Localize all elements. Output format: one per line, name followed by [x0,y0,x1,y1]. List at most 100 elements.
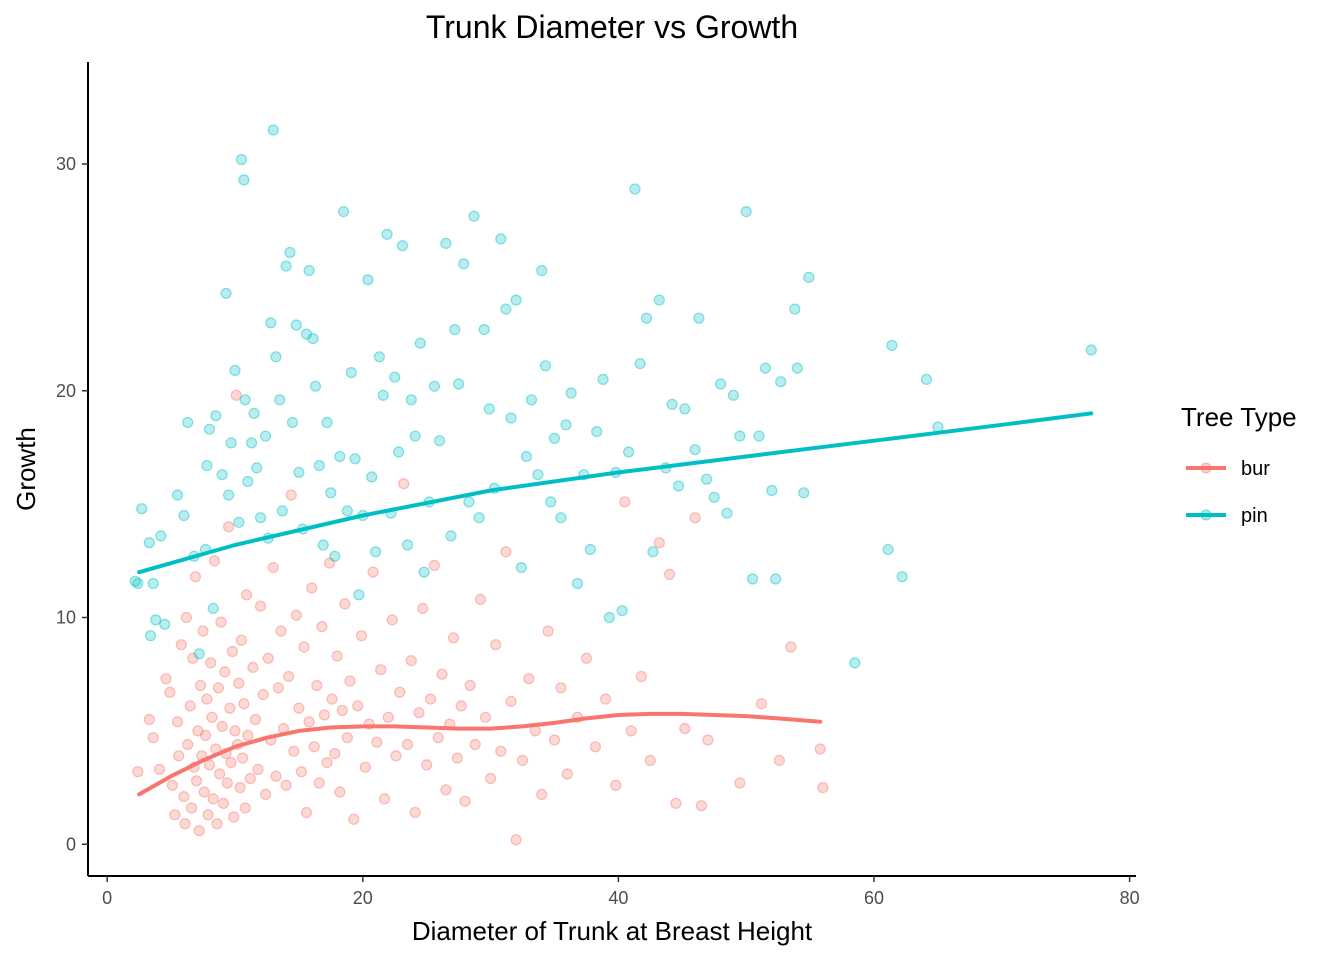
point-bur-81 [295,766,307,778]
point-pin-93 [505,412,517,424]
point-pin-30 [248,407,260,419]
legend-key-point-bur [1200,462,1212,474]
point-bur-23 [194,679,207,692]
point-pin-149 [1085,344,1097,356]
point-bur-124 [436,668,448,680]
point-bur-87 [311,679,323,692]
point-pin-54 [329,550,341,562]
point-bur-101 [348,813,360,825]
point-bur-89 [316,620,328,633]
point-pin-70 [393,446,405,458]
point-pin-62 [362,274,374,286]
point-bur-118 [413,707,425,719]
point-pin-109 [591,426,603,438]
point-pin-52 [321,416,333,429]
point-bur-169 [814,743,826,755]
point-pin-78 [428,380,440,392]
point-bur-36 [211,818,223,830]
legend-entry-bur: bur [1186,458,1270,480]
y-ticks: 0 10 20 30 [56,154,88,854]
point-bur-159 [663,568,676,581]
point-bur-28 [201,693,213,705]
point-bur-25 [197,625,209,637]
point-bur-30 [203,759,215,771]
y-tick-label-0: 0 [66,834,76,854]
point-pin-144 [882,543,894,556]
point-pin-60 [353,589,365,601]
point-pin-39 [276,505,288,517]
point-pin-2 [136,503,148,515]
point-bur-112 [390,750,402,762]
point-bur-5 [164,686,176,698]
point-bur-168 [785,641,797,653]
point-bur-17 [187,652,199,664]
point-pin-50 [313,460,325,472]
y-tick-label-30: 30 [56,154,76,174]
point-pin-100 [539,360,552,372]
point-bur-21 [192,725,204,737]
point-bur-31 [205,657,217,669]
point-pin-73 [405,394,417,406]
point-pin-67 [381,228,393,240]
point-bur-86 [308,741,320,753]
point-pin-31 [251,462,263,474]
point-pin-53 [325,487,337,499]
point-bur-152 [599,693,612,705]
point-bur-132 [469,738,481,751]
point-pin-29 [246,437,258,449]
y-tick-label-10: 10 [56,608,76,628]
legend-label-bur: bur [1241,458,1270,480]
point-bur-42 [219,666,231,678]
point-bur-97 [336,704,348,717]
point-pin-27 [239,394,251,406]
point-bur-100 [344,675,356,687]
point-bur-15 [184,700,196,712]
point-pin-7 [155,530,167,542]
point-pin-140 [791,362,803,374]
point-pin-44 [293,466,305,478]
point-bur-92 [324,557,336,569]
point-bur-39 [215,616,227,628]
point-pin-89 [483,403,495,415]
point-bur-0 [132,766,144,778]
point-pin-105 [565,387,577,399]
point-bur-147 [555,682,567,694]
point-bur-41 [217,797,230,810]
point-bur-48 [226,645,238,658]
point-bur-94 [329,747,341,760]
point-pin-134 [753,430,765,442]
point-bur-155 [625,725,637,737]
point-pin-79 [433,435,446,447]
point-pin-103 [555,512,567,524]
point-bur-78 [288,745,300,757]
point-pin-1 [132,577,144,590]
point-bur-14 [182,738,194,751]
point-bur-133 [474,593,486,606]
point-pin-5 [147,577,159,590]
point-pin-72 [401,539,414,551]
point-bur-82 [298,641,310,653]
point-pin-6 [150,614,162,626]
x-tick-label-40: 40 [608,888,628,908]
point-pin-21 [223,489,235,501]
point-bur-88 [313,777,325,789]
point-pin-130 [727,389,740,401]
point-pin-143 [849,657,861,669]
point-bur-103 [355,630,368,642]
point-bur-80 [293,702,305,714]
point-bur-54 [234,781,246,794]
legend-entry-pin: pin [1186,505,1268,527]
point-bur-162 [689,512,701,524]
point-bur-49 [228,811,240,823]
point-bur-140 [510,834,522,846]
point-bur-110 [382,711,394,723]
point-bur-111 [386,614,398,626]
point-bur-62 [247,661,259,674]
point-bur-129 [455,700,467,712]
series-pin [129,124,1097,669]
point-bur-145 [542,625,554,637]
point-bur-131 [464,679,476,692]
point-pin-139 [789,303,801,315]
point-pin-8 [159,618,171,630]
